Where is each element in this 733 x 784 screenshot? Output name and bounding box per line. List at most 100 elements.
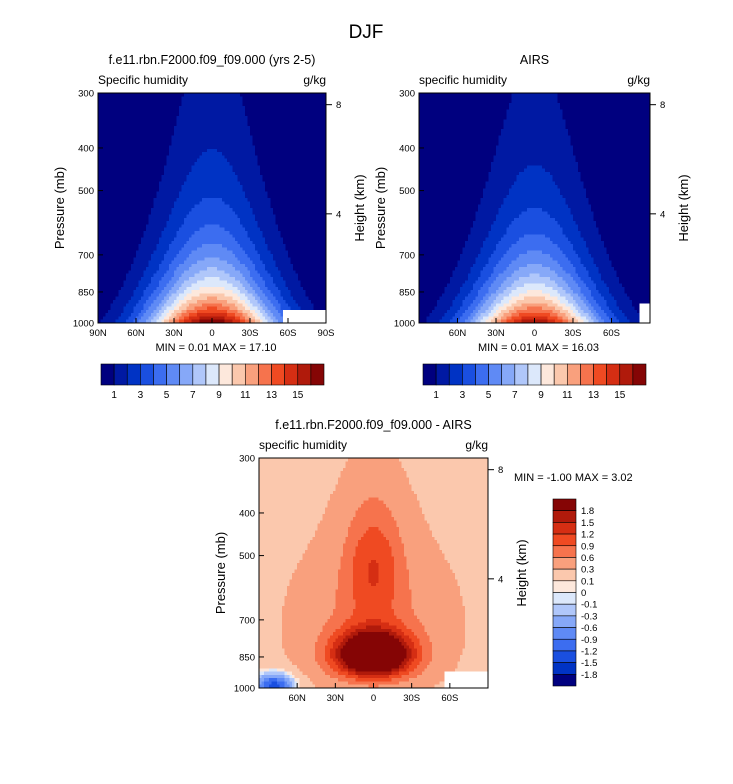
y-tick-label: 1000 — [234, 684, 255, 695]
variable-label: specific humidity — [259, 438, 347, 452]
colorbar-swatch — [552, 522, 577, 535]
x-tick-label: 30N — [327, 693, 345, 704]
colorbar-label: 5 — [164, 390, 170, 401]
colorbar-swatch — [552, 510, 577, 523]
colorbar-label: 11 — [240, 390, 251, 401]
colorbar-label: -0.3 — [581, 611, 597, 622]
colorbar-swatch — [244, 363, 259, 386]
colorbar-swatch — [527, 363, 542, 386]
colorbar-swatch — [552, 662, 577, 675]
colorbar-label: 0 — [581, 588, 586, 599]
colorbar-label: 1 — [433, 390, 439, 401]
colorbar-label: 0.6 — [581, 553, 594, 564]
colorbar-label: 1.8 — [581, 506, 594, 517]
colorbar-swatch — [140, 363, 154, 386]
x-tick-label: 60N — [288, 693, 306, 704]
x-tick-label: 60S — [280, 328, 297, 339]
x-tick-label: 60N — [127, 328, 145, 339]
colorbar-swatch — [192, 363, 207, 386]
colorbar-label: -1.5 — [581, 658, 597, 669]
height-tick-label: 8 — [336, 100, 341, 111]
height-axis-label: Height (km) — [676, 174, 691, 241]
x-tick-label: 60S — [441, 693, 458, 704]
colorbar-label: 3 — [460, 390, 466, 401]
y-axis-label: Pressure (mb) — [213, 532, 228, 614]
colorbar-label: 7 — [190, 390, 196, 401]
page-title: DJF — [349, 22, 384, 43]
colorbar-swatch — [153, 363, 167, 386]
colorbar-label: 15 — [292, 390, 304, 401]
units-label: g/kg — [303, 73, 326, 87]
colorbar-swatch — [462, 363, 476, 386]
colorbar-swatch — [552, 568, 577, 582]
y-tick-label: 400 — [78, 143, 94, 154]
colorbar-label: 13 — [588, 390, 600, 401]
x-tick-label: 30S — [403, 693, 420, 704]
y-tick-label: 300 — [399, 89, 415, 100]
height-tick-label: 8 — [660, 100, 665, 111]
colorbar-swatch — [271, 363, 285, 386]
colorbar-swatch — [566, 363, 581, 386]
panel-title: AIRS — [520, 53, 549, 67]
colorbar-swatch — [100, 363, 115, 386]
x-tick-label: 60S — [603, 328, 620, 339]
colorbar-label: 0.3 — [581, 565, 594, 576]
colorbar-model: 1 3 5 7 9 11 13 15 — [100, 363, 325, 401]
x-tick-label: 30S — [242, 328, 259, 339]
colorbar-swatch — [258, 363, 272, 386]
colorbar-label: 3 — [138, 390, 144, 401]
colorbar-label: 15 — [614, 390, 626, 401]
height-tick-label: 4 — [498, 574, 503, 585]
y-axis-label: Pressure (mb) — [52, 167, 67, 249]
y-tick-label: 400 — [399, 143, 415, 154]
variable-label: specific humidity — [419, 73, 507, 87]
colorbar-swatch — [422, 363, 437, 386]
units-label: g/kg — [465, 438, 488, 452]
min-max-label: MIN = 0.01 MAX = 17.10 — [155, 342, 276, 354]
y-tick-label: 1000 — [394, 319, 415, 330]
height-axis-label: Height (km) — [352, 174, 367, 241]
y-tick-label: 700 — [78, 250, 94, 261]
colorbar-swatch — [552, 533, 577, 547]
colorbar-swatch — [475, 363, 489, 386]
heatmap-field — [259, 458, 489, 689]
panel-title: f.e11.rbn.F2000.f09_f09.000 - AIRS — [275, 418, 471, 432]
colorbar-label: 1.5 — [581, 518, 594, 529]
y-tick-label: 850 — [399, 287, 415, 298]
colorbar-swatch — [284, 363, 299, 386]
y-axis-label: Pressure (mb) — [373, 167, 388, 249]
colorbar-difference: 1.81.51.20.90.60.30.10-0.1-0.3-0.6-0.9-1… — [552, 498, 597, 687]
x-tick-label: 60N — [449, 328, 467, 339]
colorbar-swatch — [205, 363, 220, 386]
colorbar-label: -0.9 — [581, 635, 597, 646]
colorbar-label: -1.2 — [581, 646, 597, 657]
colorbar-label: 0.1 — [581, 576, 594, 587]
panel-difference: f.e11.rbn.F2000.f09_f09.000 - AIRS specif… — [213, 418, 633, 704]
colorbar-swatch — [126, 363, 141, 386]
x-tick-label: 0 — [209, 328, 214, 339]
colorbar-label: 7 — [512, 390, 518, 401]
y-tick-label: 1000 — [73, 319, 94, 330]
panel-title: f.e11.rbn.F2000.f09_f09.000 (yrs 2-5) — [109, 53, 316, 67]
x-tick-label: 90S — [318, 328, 335, 339]
colorbar-label: -0.1 — [581, 600, 597, 611]
colorbar-swatch — [552, 592, 577, 605]
colorbar-swatch — [552, 615, 577, 628]
x-tick-label: 0 — [371, 693, 376, 704]
colorbar-swatch — [619, 363, 634, 386]
heatmap-field — [98, 93, 327, 324]
colorbar-label: 9 — [538, 390, 544, 401]
colorbar-swatch — [580, 363, 594, 386]
colorbar-swatch — [606, 363, 621, 386]
y-tick-label: 500 — [239, 551, 255, 562]
colorbar-swatch — [448, 363, 463, 386]
colorbar-swatch — [552, 580, 577, 593]
colorbar-swatch — [552, 545, 577, 558]
y-tick-label: 850 — [78, 287, 94, 298]
colorbar-label: 0.9 — [581, 541, 594, 552]
colorbar-swatch — [552, 627, 577, 640]
panel-model: f.e11.rbn.F2000.f09_f09.000 (yrs 2-5) Spe… — [52, 53, 367, 354]
colorbar-label: 1 — [111, 390, 117, 401]
colorbar-swatch — [552, 603, 577, 617]
